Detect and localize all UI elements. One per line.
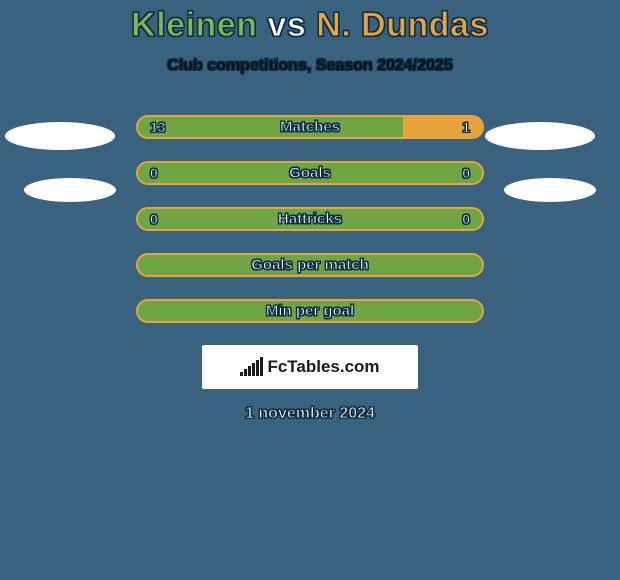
bar-label: Hattricks <box>138 211 482 228</box>
logo-text: FcTables.com <box>267 357 379 377</box>
content: Kleinen vs N. Dundas Club competitions, … <box>0 0 620 423</box>
stat-bar-row: 131Matches <box>136 115 484 139</box>
subtitle: Club competitions, Season 2024/2025 <box>0 57 620 75</box>
photo-placeholder-ellipse <box>24 178 116 202</box>
player2-name: N. Dundas <box>316 6 489 44</box>
logo-inner: FcTables.com <box>240 357 379 377</box>
stat-bar-row: Goals per match <box>136 253 484 277</box>
player1-name: Kleinen <box>131 6 257 44</box>
bar-label: Goals per match <box>138 257 482 274</box>
comparison-title: Kleinen vs N. Dundas <box>0 6 620 45</box>
logo-box: FcTables.com <box>202 345 418 389</box>
stat-bar-row: 00Goals <box>136 161 484 185</box>
photo-placeholder-ellipse <box>5 122 115 150</box>
photo-placeholder-ellipse <box>485 122 595 150</box>
stat-bar-row: 00Hattricks <box>136 207 484 231</box>
vs-text: vs <box>267 6 306 44</box>
stat-bars-container: 131Matches 00Goals 00Hattricks Goals per ma… <box>136 115 484 323</box>
bar-label: Min per goal <box>138 303 482 320</box>
stat-bar-row: Min per goal <box>136 299 484 323</box>
bar-label: Goals <box>138 165 482 182</box>
bar-label: Matches <box>138 119 482 136</box>
rising-bars-icon <box>240 358 263 376</box>
photo-placeholder-ellipse <box>504 178 596 202</box>
date-text: 1 november 2024 <box>0 405 620 423</box>
